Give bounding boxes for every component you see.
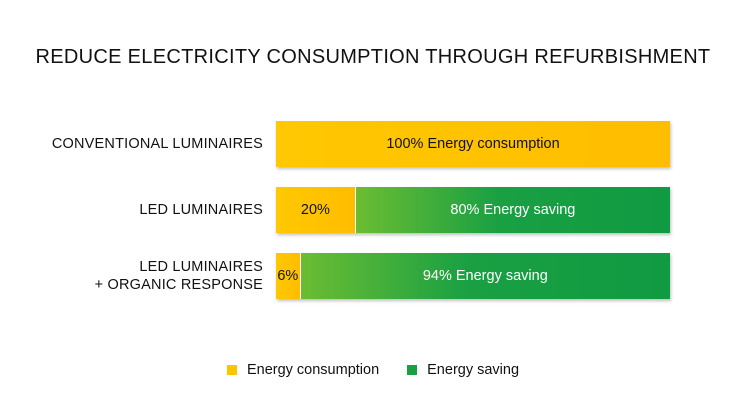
category-label-line: LED LUMINAIRES: [139, 259, 263, 275]
category-label-line: LED LUMINAIRES: [139, 202, 263, 218]
legend-swatch-energy-consumption: [226, 365, 237, 375]
bar-energy-saving: 94% Energy saving: [299, 253, 670, 299]
category-label: CONVENTIONAL LUMINAIRES: [3, 135, 263, 153]
chart-title: REDUCE ELECTRICITY CONSUMPTION THROUGH R…: [35, 46, 711, 68]
legend-item-energy-consumption: Energy consumption: [226, 362, 380, 378]
bar-row: 20% 80% Energy saving: [276, 187, 670, 233]
category-label-line: + ORGANIC RESPONSE: [94, 277, 263, 293]
bar-row: 6% 94% Energy saving: [276, 253, 670, 299]
legend: Energy consumption Energy saving: [0, 362, 746, 378]
legend-label-energy-consumption: Energy consumption: [246, 362, 380, 378]
category-label: LED LUMINAIRES: [3, 201, 263, 219]
legend-item-energy-saving: Energy saving: [407, 362, 519, 378]
bar-energy-consumption: 100% Energy consumption: [276, 121, 670, 167]
category-label: LED LUMINAIRES + ORGANIC RESPONSE: [3, 258, 263, 294]
data-label: 94% Energy saving: [422, 268, 548, 284]
bar-row: 100% Energy consumption: [276, 121, 670, 167]
category-label-line: CONVENTIONAL LUMINAIRES: [51, 136, 263, 152]
data-label: 6%: [277, 268, 299, 284]
data-label: 80% Energy saving: [450, 202, 576, 218]
bar-energy-consumption: 20%: [276, 187, 355, 233]
bar-energy-consumption: 6%: [276, 253, 300, 299]
legend-swatch-energy-saving: [407, 365, 418, 375]
bar-energy-saving: 80% Energy saving: [354, 187, 670, 233]
data-label: 100% Energy consumption: [386, 136, 560, 152]
data-label: 20%: [300, 202, 330, 218]
legend-label-energy-saving: Energy saving: [427, 362, 520, 378]
